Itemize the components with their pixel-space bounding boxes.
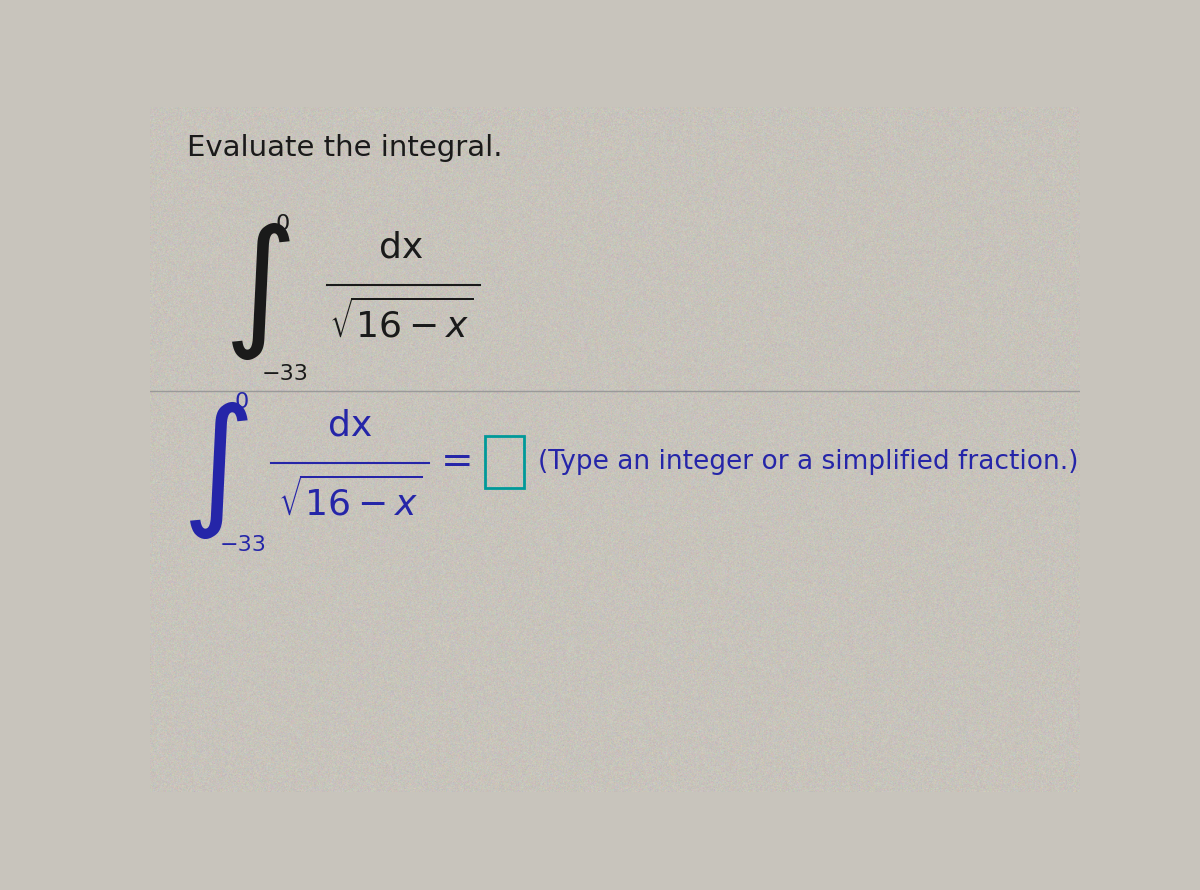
Text: dx: dx <box>328 409 372 442</box>
Text: 0: 0 <box>276 214 290 233</box>
Text: =: = <box>440 443 473 481</box>
Text: $\int$: $\int$ <box>223 222 290 362</box>
Text: $\int$: $\int$ <box>181 400 248 540</box>
Text: −33: −33 <box>262 364 308 384</box>
Text: Evaluate the integral.: Evaluate the integral. <box>187 134 503 162</box>
Text: 0: 0 <box>234 392 248 412</box>
Text: $\sqrt{16-x}$: $\sqrt{16-x}$ <box>329 299 473 344</box>
Text: $\sqrt{16-x}$: $\sqrt{16-x}$ <box>277 477 422 522</box>
Text: −33: −33 <box>220 535 266 555</box>
Text: (Type an integer or a simplified fraction.): (Type an integer or a simplified fractio… <box>538 449 1079 474</box>
Text: dx: dx <box>379 231 424 264</box>
